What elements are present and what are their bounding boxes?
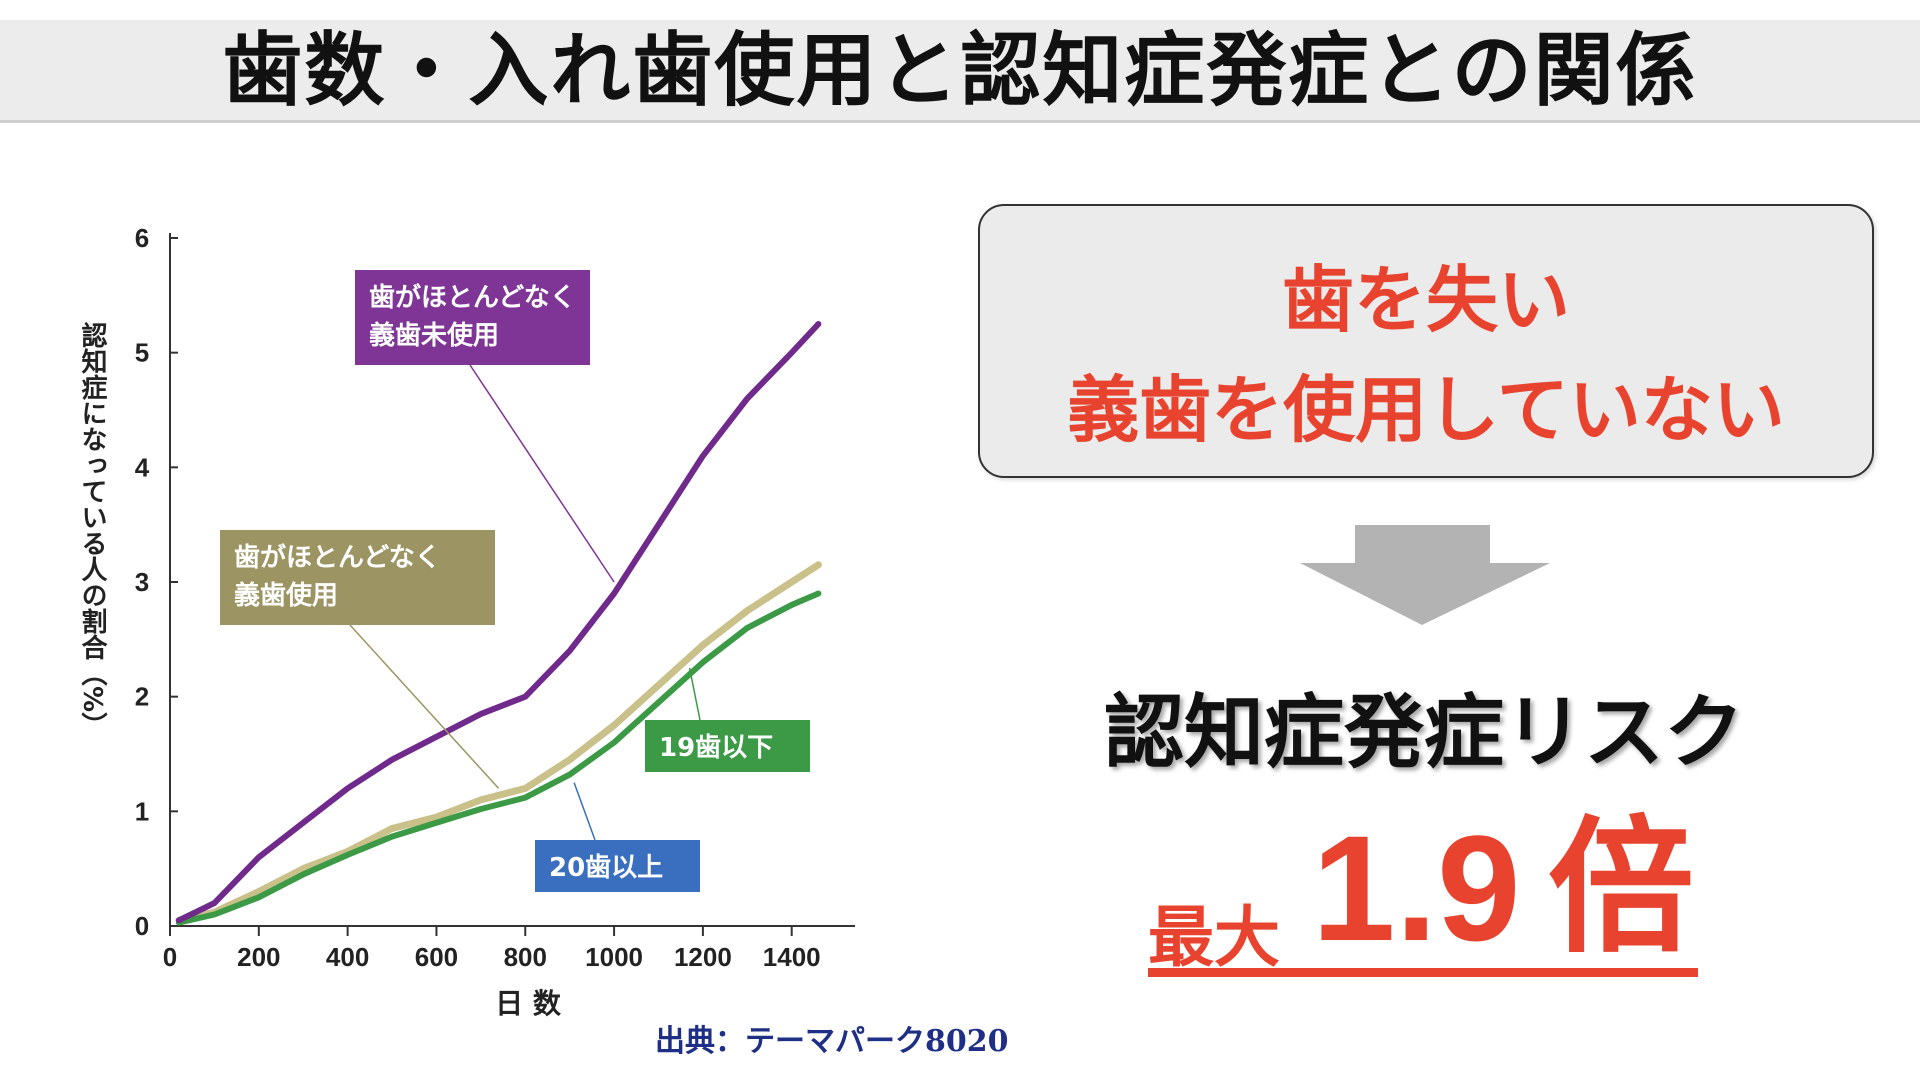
x-tick-label: 1400 <box>763 942 821 972</box>
leader-line-2 <box>688 667 701 721</box>
chart-lines <box>175 321 822 926</box>
chart-leader-lines <box>349 364 701 841</box>
x-tick-label: 800 <box>504 942 547 972</box>
title-bar: 歯数・入れ歯使用と認知症発症との関係 <box>0 20 1920 123</box>
y-tick-label: 2 <box>135 682 149 712</box>
multiplier-underline <box>1148 968 1698 977</box>
chart-axes: 0 1 2 3 4 5 6 0 200 400 600 800 1000 1200 1400 <box>135 223 855 972</box>
x-axis-title: 日 数 <box>495 987 562 1020</box>
page-title: 歯数・入れ歯使用と認知症発症との関係 <box>222 23 1698 117</box>
x-tick-label: 200 <box>237 942 280 972</box>
series-label-text: 歯がほとんどなく <box>234 542 441 573</box>
series-line-1 <box>175 561 822 924</box>
down-arrow-shape <box>1300 525 1550 625</box>
x-tick-label: 0 <box>163 942 177 972</box>
x-tick-label: 600 <box>415 942 458 972</box>
risk-unit: 倍 <box>1548 803 1694 973</box>
leader-line-annotation <box>573 782 596 841</box>
x-tick-label: 1000 <box>585 942 643 972</box>
y-tick-label: 3 <box>135 567 149 597</box>
leader-line-1 <box>349 624 500 789</box>
source-citation: 出典：テーマパーク8020 <box>655 1024 1009 1059</box>
risk-value: 1.9 <box>1312 804 1521 972</box>
risk-label: 認知症発症リスク <box>1104 685 1744 779</box>
y-tick-label: 0 <box>135 911 149 941</box>
series-label-text: 19歯以下 <box>659 733 773 763</box>
y-tick-label: 6 <box>135 223 149 253</box>
risk-multiplier: 最大 1.9 倍 <box>1148 808 1708 978</box>
callout-box: 歯を失い 義歯を使用していない <box>978 204 1874 478</box>
leader-line-0 <box>469 364 615 583</box>
series-line-0 <box>175 321 822 924</box>
down-arrow-icon <box>1300 525 1550 625</box>
annotation-box <box>535 840 700 892</box>
series-label-box-0 <box>355 270 590 365</box>
annotation-text: 20歯以上 <box>549 853 663 883</box>
callout-line-2: 義歯を使用していない <box>1067 367 1785 452</box>
y-tick-label: 1 <box>135 796 149 826</box>
callout-line-1: 歯を失い <box>1281 257 1570 342</box>
series-label-text: 義歯未使用 <box>369 321 499 351</box>
series-label-box-1 <box>220 530 495 625</box>
series-label-box-2 <box>645 720 810 772</box>
series-line-2 <box>175 590 822 926</box>
series-label-text: 義歯使用 <box>234 581 338 611</box>
y-tick-label: 5 <box>135 338 149 368</box>
max-label: 最大 <box>1148 899 1280 976</box>
x-tick-label: 400 <box>326 942 369 972</box>
line-chart: 0 1 2 3 4 5 6 0 200 400 600 800 1000 1200 1400 歯がほとんどな… <box>50 200 870 1030</box>
y-tick-label: 4 <box>135 452 150 482</box>
series-label-text: 歯がほとんどなく <box>369 282 576 313</box>
y-axis-title: 認知症になっている人の割合（%） <box>77 321 107 738</box>
x-tick-label: 1200 <box>674 942 732 972</box>
